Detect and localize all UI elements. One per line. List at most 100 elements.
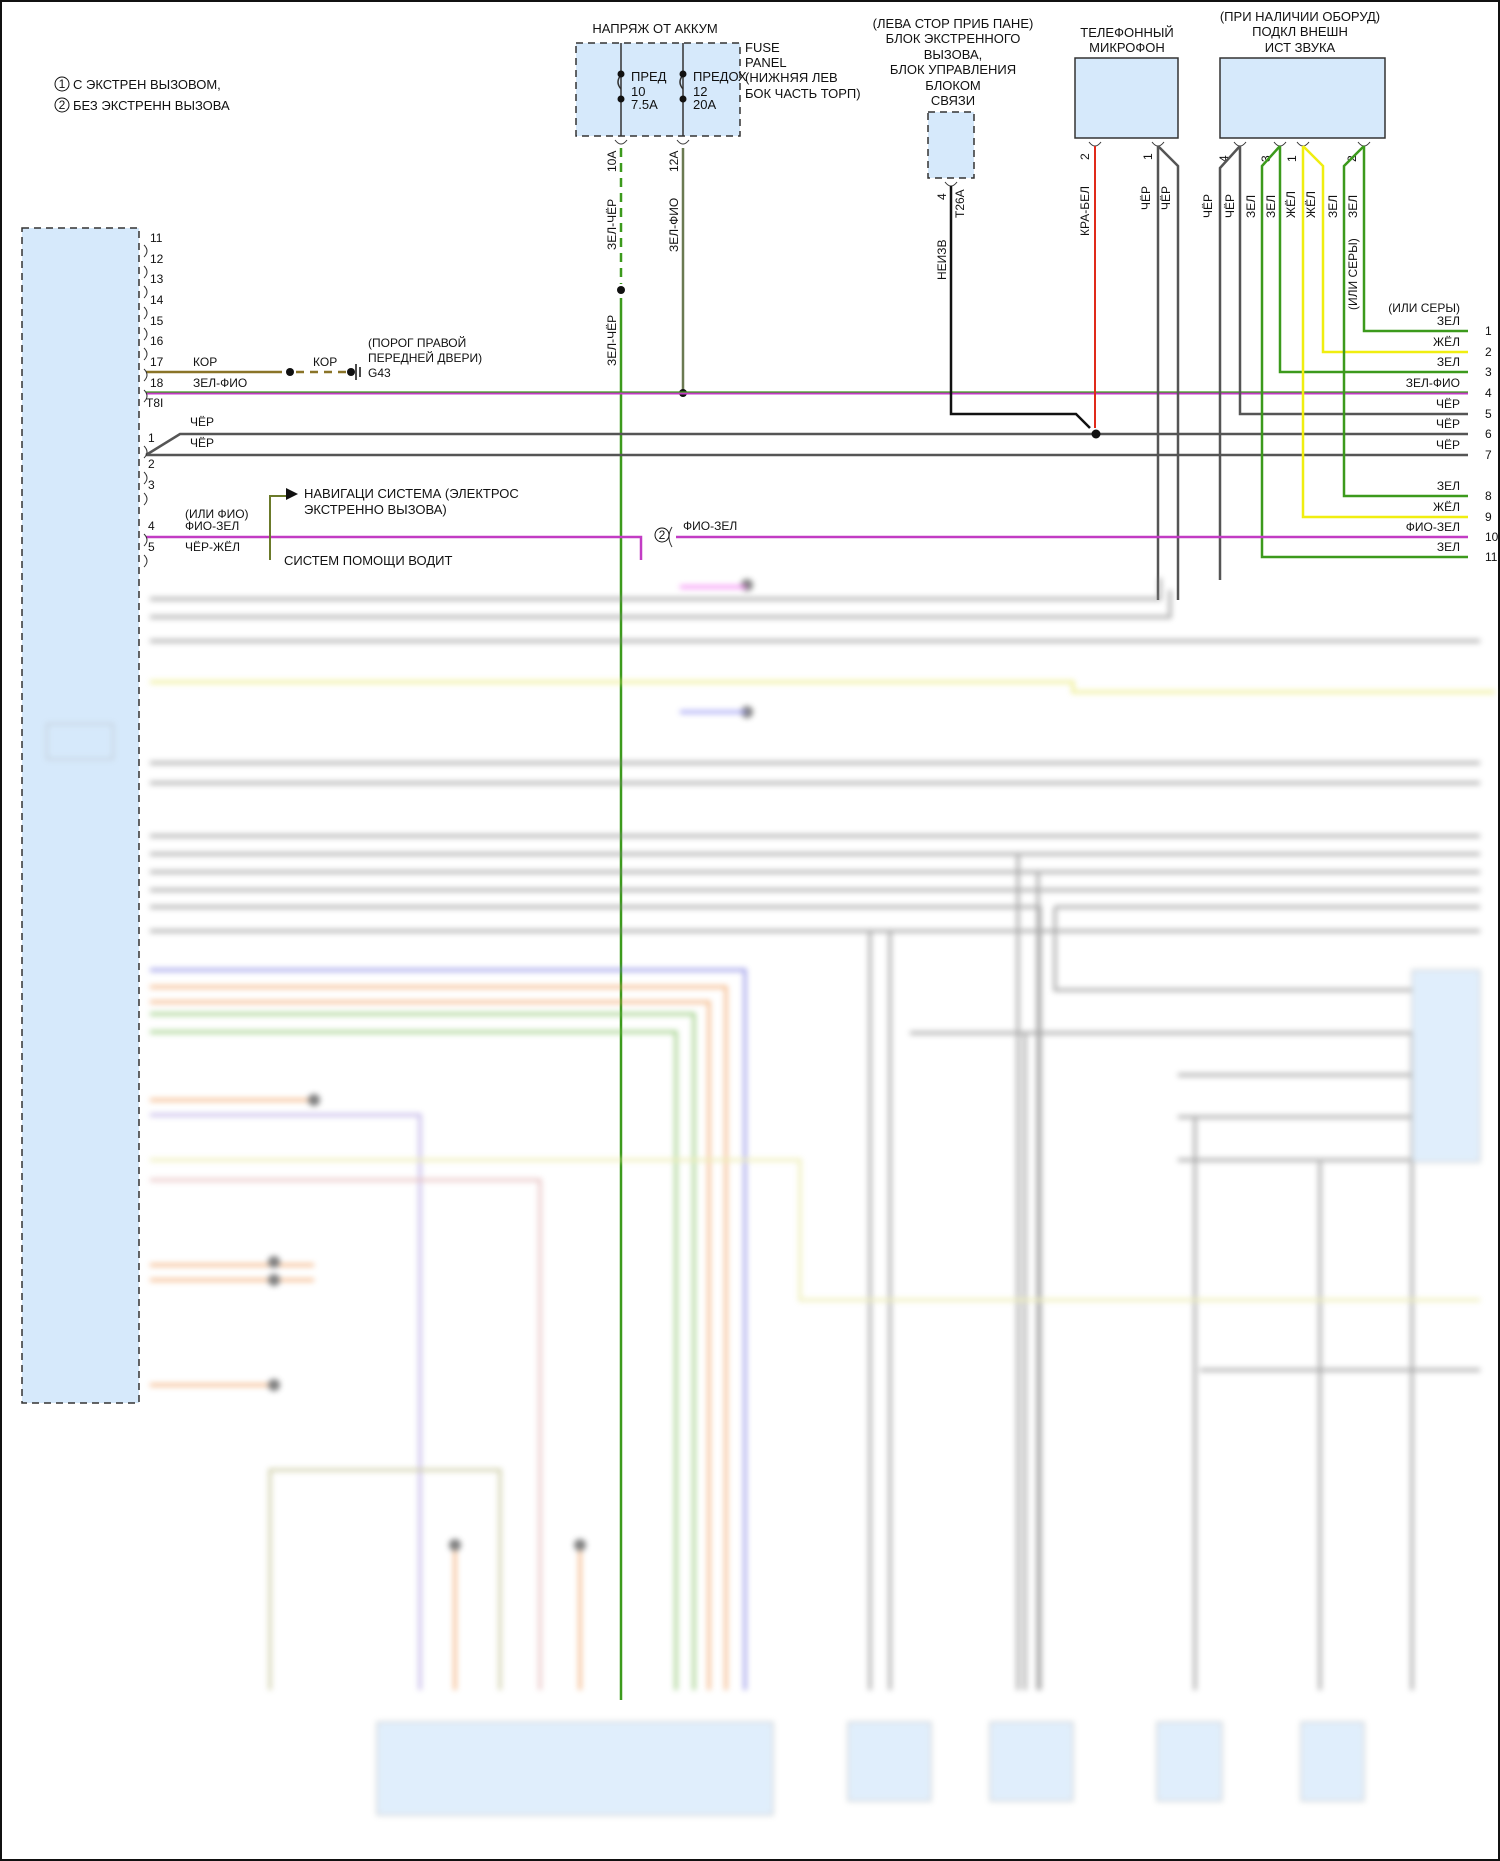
emergency-block-box bbox=[927, 111, 975, 179]
aux-pin-4: 4 bbox=[1217, 155, 1231, 162]
connector-icon bbox=[143, 368, 148, 382]
connector-icon bbox=[614, 139, 690, 145]
aux-pin-3: 3 bbox=[1259, 155, 1273, 162]
wire-black-aux-a bbox=[1218, 145, 1241, 580]
wire-black-row6 bbox=[145, 432, 1468, 457]
obscured-lower-region bbox=[46, 578, 1495, 1816]
fuse-1-number: 10 bbox=[631, 84, 645, 99]
emergency-call-block: (ЛЕВА СТОР ПРИБ ПАНЕ) БЛОК ЭКСТРЕННОГО В… bbox=[873, 16, 1034, 280]
nav-ref-2: ЭКСТРЕННО ВЫЗОВА) bbox=[304, 502, 447, 517]
right-pin-number: 5 bbox=[1485, 407, 1492, 421]
phone-microphone: ТЕЛЕФОННЫЙ МИКРОФОН 2 1 КРА-БЕЛ ЧЁР ЧЁР bbox=[1074, 25, 1179, 236]
right-wire-label: ЗЕЛ bbox=[1437, 540, 1460, 554]
wire-black-mic-2 bbox=[1157, 145, 1180, 600]
wire-5-label: ЧЁР-ЖЁЛ bbox=[185, 540, 240, 554]
legend-item-1: С ЭКСТРЕН ВЫЗОВОМ, bbox=[73, 77, 221, 92]
aux-wire-label: ЗЕЛ bbox=[1346, 195, 1360, 218]
emergency-title-1: (ЛЕВА СТОР ПРИБ ПАНЕ) bbox=[873, 16, 1034, 31]
fuse-panel-name-3: (НИЖНЯЯ ЛЕВ bbox=[745, 70, 838, 85]
wire-1a-label: ЧЁР bbox=[190, 415, 214, 429]
pin-number: 1 bbox=[148, 431, 155, 445]
aux-wire-label: ЧЁР bbox=[1201, 194, 1215, 218]
right-wire-label: ЗЕЛ bbox=[1437, 355, 1460, 369]
emergency-pin: 4 bbox=[935, 193, 949, 200]
wire-green-row11 bbox=[1260, 145, 1468, 559]
ground-id: G43 bbox=[368, 366, 391, 380]
legend: 1 С ЭКСТРЕН ВЫЗОВОМ, 2 БЕЗ ЭКСТРЕНН ВЫЗО… bbox=[54, 76, 230, 113]
pin-number: 5 bbox=[148, 540, 155, 554]
wire-4-alt: (ИЛИ ФИО) bbox=[185, 507, 249, 521]
fuse-1-wire-label-lower: ЗЕЛ-ЧЁР bbox=[605, 315, 619, 366]
aux-wire-label: ЗЕЛ bbox=[1264, 195, 1278, 218]
connector-icon bbox=[143, 347, 148, 361]
wire-nav-ref bbox=[269, 495, 286, 560]
connector-id: T8I bbox=[146, 396, 163, 410]
pin-number: 18 bbox=[150, 376, 164, 390]
ground-location-2: ПЕРЕДНЕЙ ДВЕРИ) bbox=[368, 350, 482, 365]
wire-unknown-color bbox=[949, 186, 1091, 429]
fuse-2-rating: 20A bbox=[693, 97, 716, 112]
right-wire-label: ЖЁЛ bbox=[1433, 335, 1460, 349]
right-wire-label: ЗЕЛ-ФИО bbox=[1406, 376, 1460, 390]
aux-alt-note: (ИЛИ СЕРЫ) bbox=[1346, 238, 1360, 310]
variant-2-wire-label: ФИО-ЗЕЛ bbox=[683, 519, 737, 533]
connector-icon bbox=[143, 554, 148, 568]
splice-dot bbox=[1091, 429, 1101, 439]
right-pin-number: 10 bbox=[1485, 530, 1499, 544]
aux-wire-label: ЗЕЛ bbox=[1244, 195, 1258, 218]
right-edge-connector: (ИЛИ СЕРЫ) ЗЕЛ 1 ЖЁЛ 2 ЗЕЛ 3 ЗЕЛ-ФИО 4 ЧЁР 5 ЧЁР 6 Ч… bbox=[1388, 301, 1498, 564]
emergency-wire-label: НЕИЗВ bbox=[935, 239, 949, 280]
driver-assist-ref: СИСТЕМ ПОМОЩИ ВОДИТ bbox=[284, 553, 452, 568]
wire-yellow-row2 bbox=[1302, 145, 1468, 354]
pin-number: 12 bbox=[150, 252, 164, 266]
legend-marker-2: 2 bbox=[59, 98, 66, 112]
emergency-title-4: БЛОК УПРАВЛЕНИЯ bbox=[890, 62, 1016, 77]
right-pin-number: 3 bbox=[1485, 365, 1492, 379]
aux-wire-label: ЧЁР bbox=[1223, 194, 1237, 218]
mic-wire-label-2: ЧЁР bbox=[1159, 186, 1173, 210]
microphone-box bbox=[1074, 57, 1179, 139]
fuse-panel: НАПРЯЖ ОТ АККУМ ПРЕД 10 7.5A ПРЕДОХ 12 2… bbox=[575, 21, 861, 366]
right-alt-note: (ИЛИ СЕРЫ) bbox=[1388, 301, 1460, 315]
fuse-1-wire-label: ЗЕЛ-ЧЁР bbox=[605, 199, 619, 250]
emergency-connector: T26A bbox=[953, 189, 967, 218]
connector-icon bbox=[143, 389, 148, 403]
connector-icon bbox=[143, 471, 148, 485]
right-wire-label: ЧЁР bbox=[1436, 417, 1460, 431]
pin-number: 2 bbox=[148, 457, 155, 471]
aux-audio-input: (ПРИ НАЛИЧИИ ОБОРУД) ПОДКЛ ВНЕШН ИСТ ЗВУ… bbox=[1201, 9, 1386, 310]
fuse-2-name: ПРЕДОХ bbox=[693, 69, 747, 84]
connector-icon bbox=[143, 265, 148, 279]
emergency-title-3: ВЫЗОВА, bbox=[924, 47, 983, 62]
ground-wire-label: КОР bbox=[313, 355, 337, 369]
ground-icon bbox=[355, 364, 361, 380]
right-wire-label: ЧЁР bbox=[1436, 438, 1460, 452]
right-pin-number: 2 bbox=[1485, 345, 1492, 359]
aux-title-1: (ПРИ НАЛИЧИИ ОБОРУД) bbox=[1220, 9, 1380, 24]
emergency-title-2: БЛОК ЭКСТРЕННОГО bbox=[886, 31, 1021, 46]
aux-audio-box bbox=[1219, 57, 1386, 139]
fuse-1-rating: 7.5A bbox=[631, 97, 658, 112]
nav-ref-1: НАВИГАЦИ СИСТЕМА (ЭЛЕКТРОС bbox=[304, 486, 519, 501]
connector-icon bbox=[143, 533, 148, 547]
mic-wire-label-1: ЧЁР bbox=[1139, 186, 1153, 210]
wire-green-row8 bbox=[1342, 145, 1468, 498]
wire-black-row5 bbox=[1238, 146, 1468, 416]
pin-number: 3 bbox=[148, 478, 155, 492]
wire-18-label: ЗЕЛ-ФИО bbox=[193, 376, 247, 390]
right-wire-label: ФИО-ЗЕЛ bbox=[1406, 520, 1460, 534]
mic-pin-1: 1 bbox=[1141, 153, 1155, 160]
left-module-box bbox=[21, 227, 140, 1404]
mic-title-1: ТЕЛЕФОННЫЙ bbox=[1080, 25, 1173, 40]
fuse-panel-name-1: FUSE bbox=[745, 40, 780, 55]
aux-wire-label: ЖЁЛ bbox=[1304, 191, 1318, 218]
legend-marker-1: 1 bbox=[59, 77, 66, 91]
wire-1b-label: ЧЁР bbox=[190, 436, 214, 450]
wires bbox=[145, 145, 1468, 1700]
connector-icon bbox=[143, 445, 148, 459]
ground-location-1: (ПОРОГ ПРАВОЙ bbox=[368, 335, 466, 350]
right-pin-number: 8 bbox=[1485, 489, 1492, 503]
pin-number: 11 bbox=[150, 231, 163, 245]
